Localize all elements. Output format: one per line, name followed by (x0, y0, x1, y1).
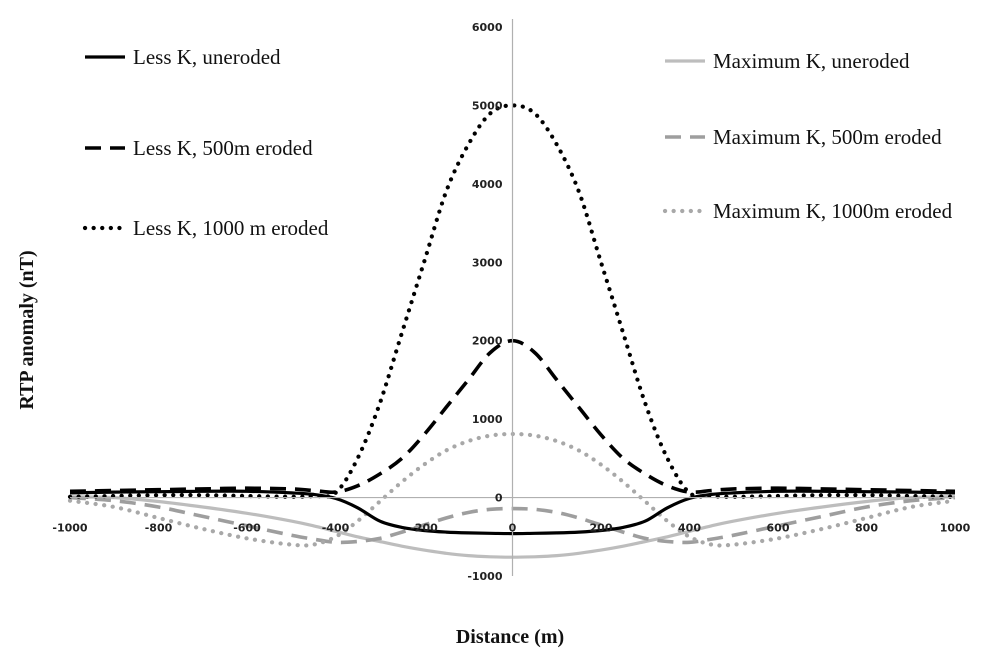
y-tick-label: 1000 (472, 413, 503, 426)
x-tick-label: -800 (145, 522, 173, 535)
y-tick-label: -1000 (467, 570, 503, 583)
x-tick-label: -200 (410, 522, 438, 535)
x-tick-label: 400 (678, 522, 701, 535)
x-tick-label: 600 (767, 522, 790, 535)
y-tick-label: 5000 (472, 99, 503, 112)
legend-item: Maximum K, 1000m eroded (662, 199, 953, 223)
x-tick-labels: -1000 -800 -600 -400 -200 0 200 400 600 800 1000 (52, 522, 970, 535)
legend-item: Less K, 500m eroded (85, 136, 313, 160)
legend-label: Maximum K, 500m eroded (713, 125, 942, 149)
x-tick-label: -1000 (52, 522, 88, 535)
x-tick-label: -400 (322, 522, 350, 535)
y-tick-label: 0 (495, 492, 503, 505)
y-tick-label: 6000 (472, 21, 503, 34)
axes-layer (70, 19, 955, 576)
legend: Less K, uneroded Less K, 500m eroded Less … (82, 45, 953, 240)
y-tick-label: 4000 (472, 178, 503, 191)
y-tick-label: 2000 (472, 335, 503, 348)
y-axis-title: RTP anomaly (nT) (16, 250, 38, 409)
x-tick-label: -600 (233, 522, 261, 535)
legend-label: Maximum K, 1000m eroded (713, 199, 953, 223)
y-tick-label: 3000 (472, 256, 503, 269)
legend-item: Maximum K, 500m eroded (665, 125, 942, 149)
y-tick-labels: -1000 0 1000 2000 3000 4000 5000 6000 (467, 21, 503, 583)
legend-label: Less K, uneroded (133, 45, 281, 69)
legend-item: Maximum K, uneroded (665, 49, 910, 73)
x-tick-label: 1000 (940, 522, 971, 535)
legend-item: Less K, 1000 m eroded (82, 216, 329, 240)
x-tick-label: 800 (855, 522, 878, 535)
legend-label: Less K, 1000 m eroded (133, 216, 329, 240)
x-axis-title: Distance (m) (456, 626, 564, 648)
x-tick-label: 200 (590, 522, 613, 535)
x-tick-label: 0 (509, 522, 517, 535)
legend-label: Maximum K, uneroded (713, 49, 910, 73)
legend-label: Less K, 500m eroded (133, 136, 313, 160)
legend-item: Less K, uneroded (85, 45, 281, 69)
